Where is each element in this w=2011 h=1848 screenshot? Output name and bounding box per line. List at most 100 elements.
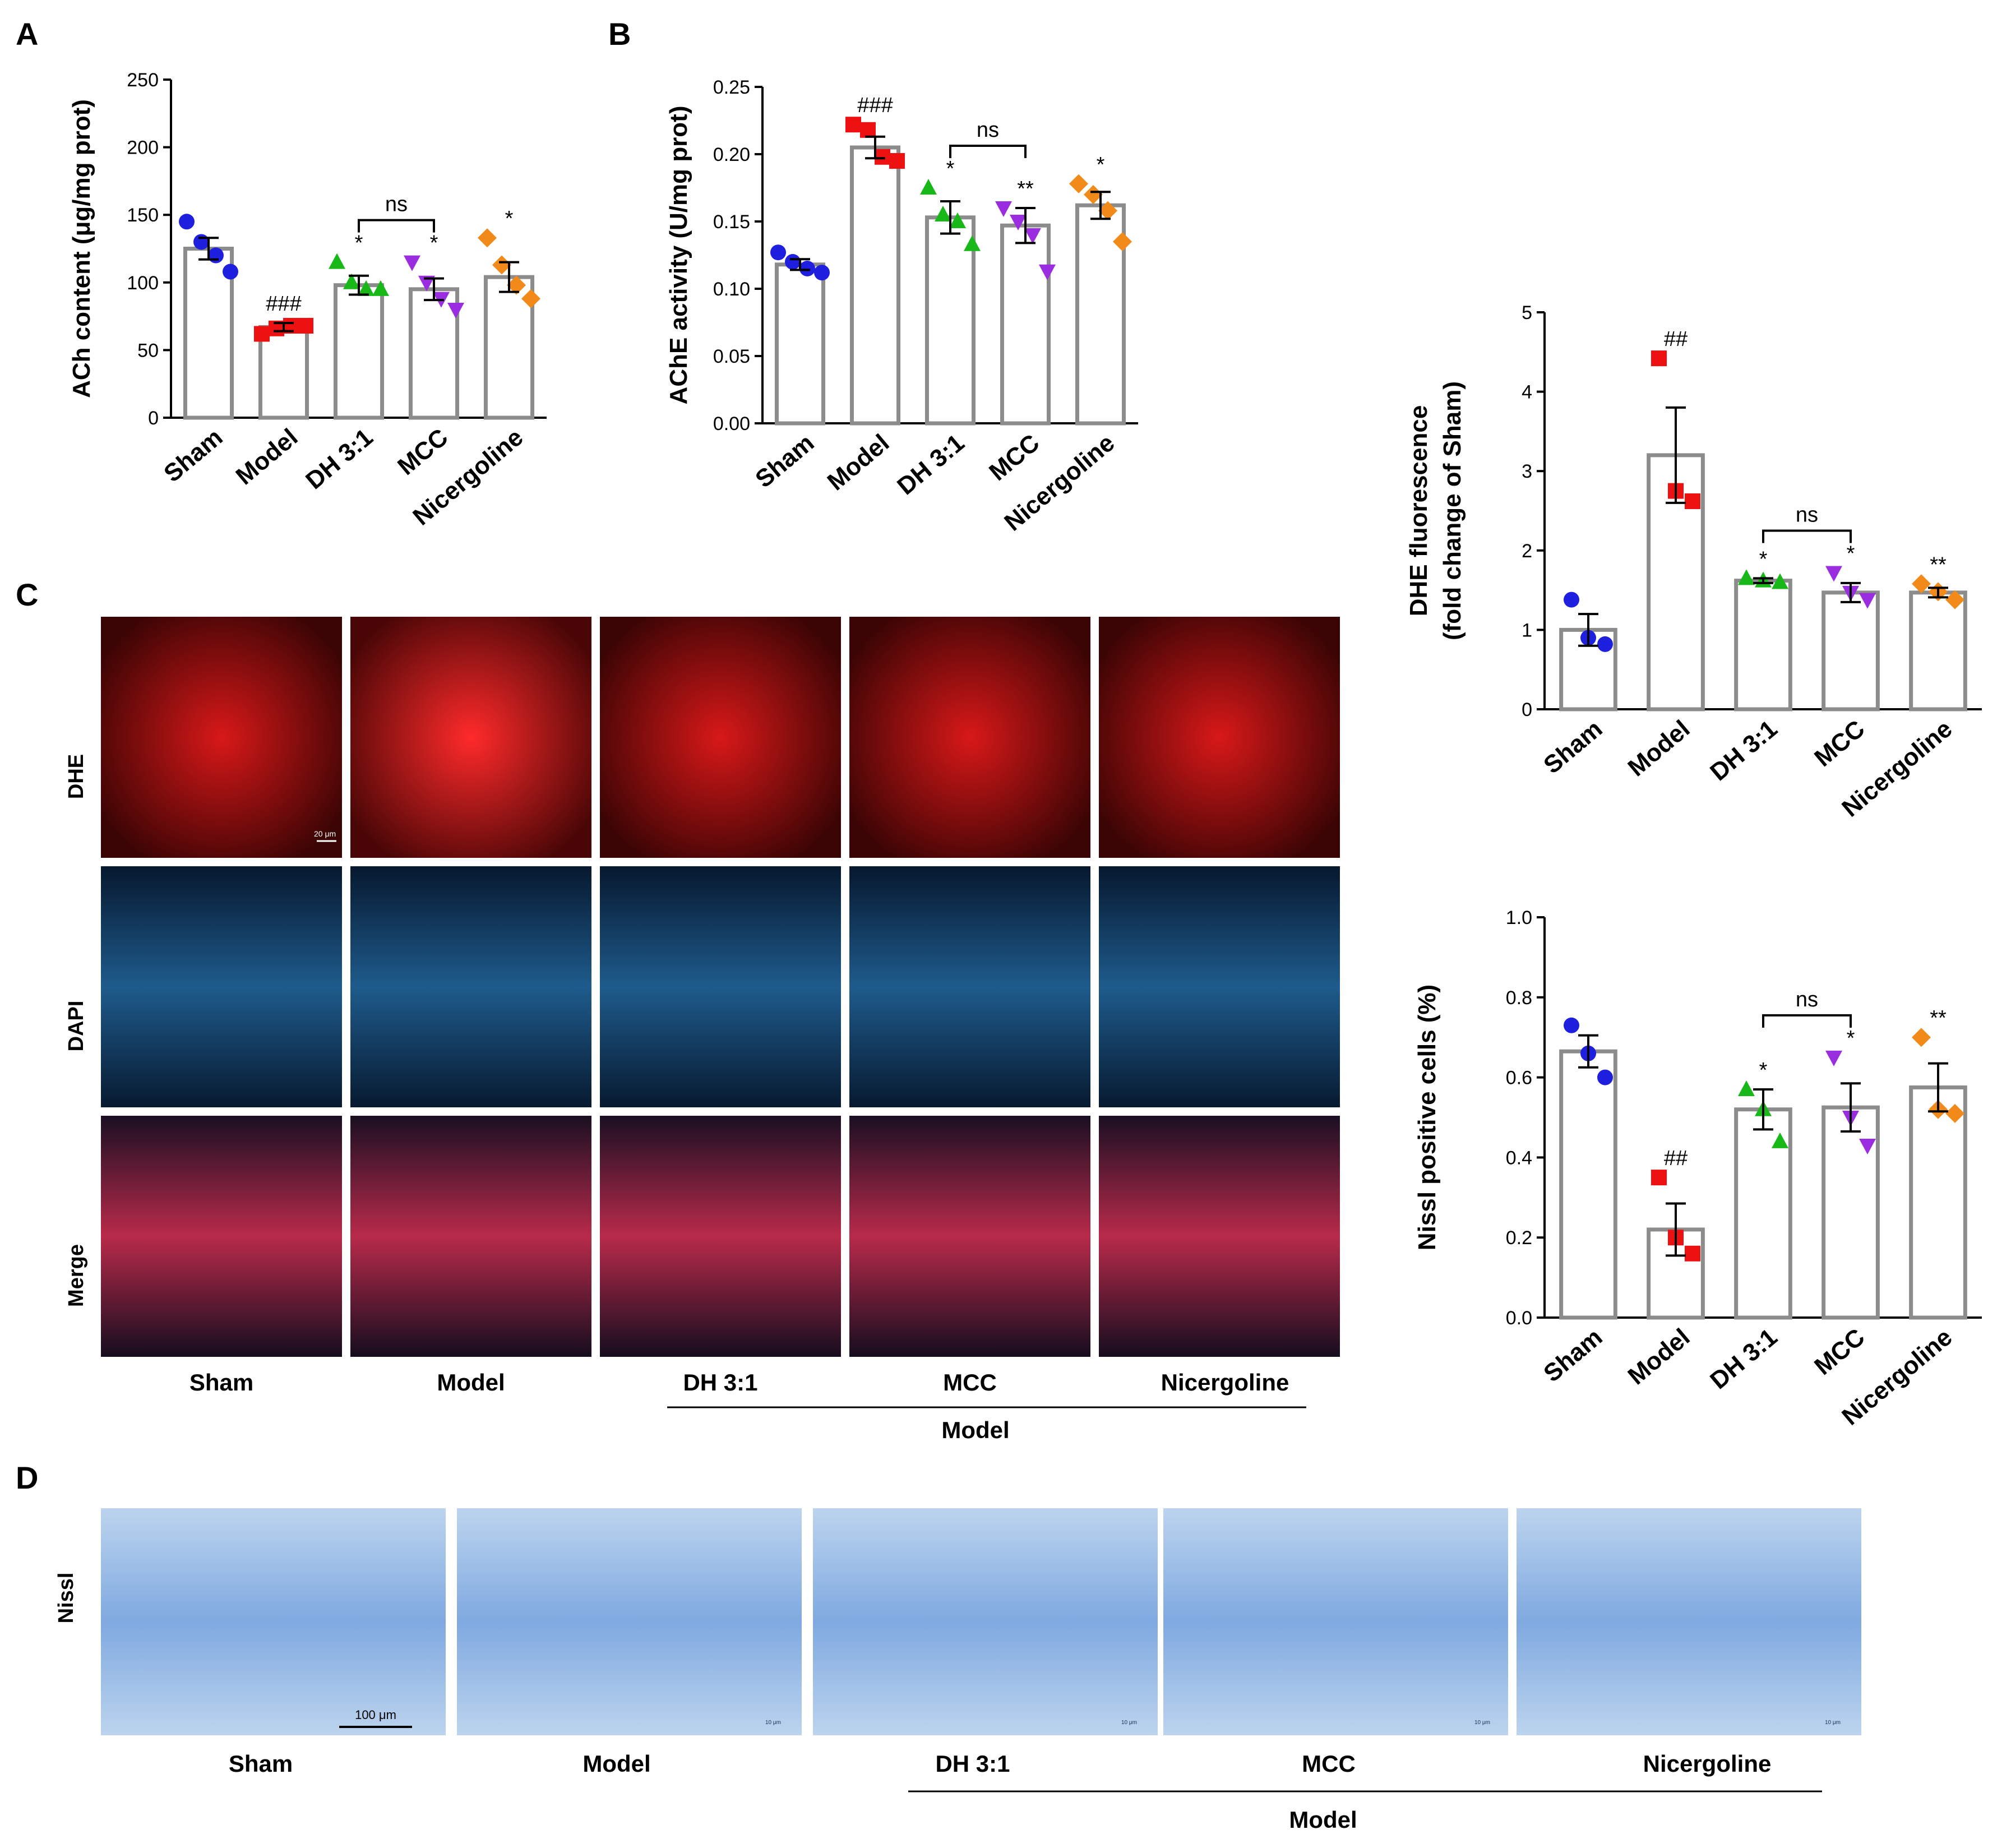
data-point-dh: [329, 253, 345, 269]
category-label-dh: DH 3:1: [892, 429, 969, 500]
small-scale-model: 10 μm: [765, 1720, 781, 1726]
ns-label: ns: [1796, 988, 1818, 1011]
panel-letter-c: C: [16, 577, 38, 612]
bar-sham: [1559, 1049, 1617, 1320]
y-axis-title: ACh content (μg/mg prot): [68, 99, 95, 398]
category-label-model: Model: [1623, 1323, 1695, 1390]
data-point-model: [298, 317, 313, 334]
significance-model: ##: [1664, 1147, 1688, 1170]
ns-bracket: [358, 219, 435, 233]
category-label-model: Model: [1623, 715, 1695, 782]
data-point-model: [860, 122, 876, 138]
data-point-model: [1685, 493, 1700, 510]
data-point-dh: [358, 280, 375, 296]
ns-label: ns: [1796, 503, 1818, 526]
y-tick-label: 2: [1522, 540, 1532, 562]
data-point-dh: [1772, 1132, 1788, 1148]
row-label-dapi: DAPI: [64, 1001, 88, 1052]
data-point-sham: [1564, 1017, 1579, 1033]
ns-label: ns: [385, 193, 408, 216]
image-dhe-nicergoline: [1099, 617, 1340, 858]
data-point-sham: [799, 261, 815, 276]
significance-model: ##: [1664, 327, 1688, 351]
image-merge-dh31: [600, 1116, 841, 1357]
y-tick-label: 0: [1522, 699, 1532, 720]
data-point-mcc: [1825, 1050, 1842, 1066]
data-point-nicergoline: [1945, 590, 1964, 609]
significance-nicergoline: **: [1930, 1006, 1947, 1030]
significance-mcc: *: [1847, 542, 1855, 565]
category-label-dh: DH 3:1: [1705, 715, 1782, 786]
category-label-sham: Sham: [159, 423, 228, 488]
data-point-dh: [935, 206, 951, 221]
image-dhe-model: [350, 617, 591, 858]
significance-model: ###: [857, 94, 893, 117]
row-label-dhe: DHE: [64, 754, 88, 799]
data-point-model: [1651, 1170, 1667, 1186]
group-label-d: Model: [1289, 1807, 1357, 1833]
data-point-sham: [223, 264, 238, 280]
data-point-nicergoline: [1098, 201, 1117, 220]
y-tick-label: 100: [127, 272, 159, 294]
y-tick-label: 250: [127, 70, 159, 91]
data-point-nicergoline: [1084, 185, 1103, 204]
y-tick-label: 0.20: [713, 144, 750, 165]
significance-nicergoline: *: [505, 207, 514, 230]
data-point-model: [875, 149, 890, 165]
significance-mcc: **: [1017, 177, 1034, 201]
data-point-nicergoline: [507, 275, 526, 295]
data-point-mcc: [447, 303, 464, 319]
col-label-d-nicergoline: Nicergoline: [1643, 1750, 1772, 1777]
category-label-mcc: MCC: [392, 423, 453, 481]
data-point-nicergoline: [1912, 574, 1931, 594]
y-tick-label: 1: [1522, 620, 1532, 641]
y-axis-title: Nissl positive cells (%): [1413, 985, 1441, 1250]
data-point-dh: [343, 273, 360, 289]
data-point-dh: [1772, 573, 1788, 589]
significance-model: ###: [266, 292, 301, 316]
data-point-model: [1685, 1245, 1700, 1262]
category-label-mcc: MCC: [1809, 715, 1870, 772]
chart-ache-activity: 0.00 0.05 0.10 0.15 0.20 0.25 AChE activity (U…: [665, 77, 1138, 537]
image-dhe-sham: [101, 617, 342, 858]
category-label-dh: DH 3:1: [1705, 1323, 1782, 1394]
col-label-c-sham: Sham: [189, 1369, 253, 1396]
category-label-sham: Sham: [1538, 1323, 1607, 1388]
y-tick-label: 3: [1522, 461, 1532, 482]
panel-d-nissl: Nissl 100 μm 10 μm 10 μm 10 μm 10 μm Sha…: [54, 1508, 1861, 1833]
col-label-d-sham: Sham: [229, 1750, 293, 1777]
data-point-mcc: [1825, 566, 1842, 582]
data-point-mcc: [1024, 228, 1041, 244]
panel-letter-d: D: [16, 1460, 38, 1495]
data-point-sham: [208, 247, 224, 264]
y-tick-label: 0.25: [713, 77, 750, 98]
image-nissl-mcc: [1163, 1508, 1508, 1735]
data-point-sham: [814, 265, 830, 281]
bar-dh: [333, 283, 385, 420]
data-point-model: [254, 326, 270, 342]
small-scale-nicergoline: 10 μm: [1825, 1720, 1841, 1726]
data-point-nicergoline: [1113, 232, 1132, 251]
category-label-dh: DH 3:1: [301, 423, 378, 495]
significance-dh: *: [946, 157, 955, 181]
image-dhe-mcc: [849, 617, 1090, 858]
data-point-nicergoline: [1069, 174, 1088, 193]
data-point-dh: [964, 235, 981, 251]
y-tick-label: 4: [1522, 382, 1532, 403]
bar-nicergoline: [1909, 1085, 1967, 1320]
image-merge-nicergoline: [1099, 1116, 1340, 1357]
data-point-mcc: [1010, 215, 1027, 230]
y-axis-title-2: (fold change of Sham): [1439, 381, 1466, 640]
chart-nissl-positive: 0.0 0.2 0.4 0.6 0.8 1.0 Nissl positive cells (…: [1413, 907, 1982, 1431]
ns-bracket: [949, 145, 1027, 158]
bar-nicergoline: [1909, 590, 1967, 712]
category-label-model: Model: [231, 423, 303, 490]
image-dapi-dh31: [600, 866, 841, 1107]
data-point-nicergoline: [492, 255, 511, 275]
image-dhe-dh31: [600, 617, 841, 858]
y-tick-label: 0.8: [1506, 987, 1532, 1009]
data-point-nicergoline: [1945, 1103, 1964, 1123]
y-axis-title: AChE activity (U/mg prot): [665, 106, 692, 405]
significance-dh: *: [1759, 1059, 1768, 1082]
col-label-c-mcc: MCC: [943, 1369, 997, 1396]
